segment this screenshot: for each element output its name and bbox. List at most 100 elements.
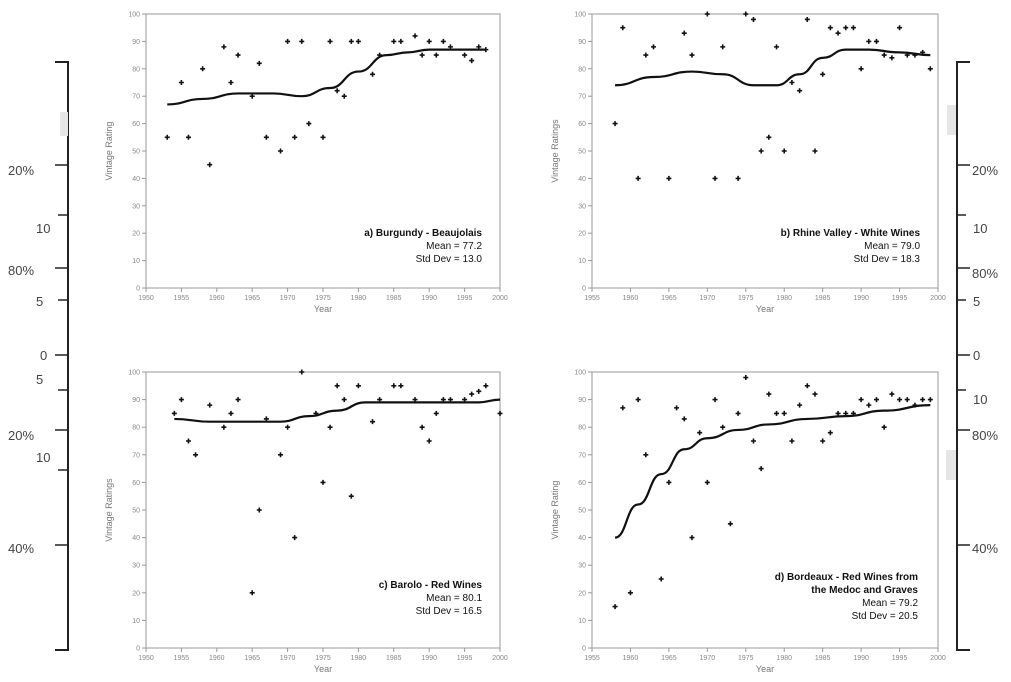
data-point [228,80,234,85]
panel-title: a) Burgundy - Beaujolais [364,228,482,239]
y-tick-label: 0 [136,646,140,653]
y-axis-title: Vintage Rating [550,481,560,540]
data-point [674,405,680,411]
x-tick-label: 1955 [174,655,190,662]
y-tick-label: 60 [578,480,586,487]
y-tick-label: 100 [128,12,140,19]
y-tick-label: 30 [578,203,586,210]
data-point [681,416,687,422]
right-margin-scale: 20% 10 80% 5 0 10 80% 40% [946,61,998,651]
data-point [355,383,361,389]
data-point [285,424,291,430]
panel-title: the Medoc and Graves [811,585,918,596]
x-tick-label: 2000 [492,655,508,662]
y-tick-label: 100 [574,12,586,19]
data-point [398,383,404,389]
data-point [927,397,933,403]
panel-stat: Std Dev = 18.3 [854,254,921,265]
data-point [292,134,298,140]
trend-line [174,398,501,423]
data-point [881,424,887,430]
y-tick-label: 70 [132,452,140,459]
y-tick-label: 90 [578,39,586,46]
x-tick-label: 1985 [386,295,402,302]
data-point [193,452,199,458]
panel-2: 1950 1955 1960 1965 1970 1975 1980 1985 1990 1995… [104,369,508,674]
x-tick-label: 1995 [457,295,473,302]
data-point [207,162,213,168]
data-point [370,419,376,425]
data-point [743,375,749,381]
y-axis-title: Vintage Ratings [104,478,114,542]
right-label-7: 40% [972,541,998,556]
data-point [789,438,795,444]
x-tick-label: 1965 [661,655,677,662]
left-label-4: 0 [40,348,47,363]
data-point [620,405,626,411]
data-point [920,397,926,403]
x-tick-label: 1990 [421,295,437,302]
data-point [927,66,933,72]
trend-line [615,48,931,87]
data-point [497,410,503,416]
x-tick-label: 1975 [738,295,754,302]
y-tick-label: 50 [578,508,586,515]
y-tick-label: 20 [132,231,140,238]
data-point [221,424,227,430]
left-label-5: 5 [36,372,43,387]
y-tick-label: 70 [132,94,140,101]
data-point [812,148,818,154]
data-point [398,38,404,44]
panel-title: c) Barolo - Red Wines [379,580,483,591]
x-tick-label: 1960 [623,655,639,662]
x-tick-label: 1980 [776,295,792,302]
data-point [750,438,756,444]
x-tick-label: 1975 [738,655,754,662]
y-tick-label: 90 [132,39,140,46]
data-point [712,175,718,181]
data-point [704,479,710,485]
right-label-3: 5 [973,294,980,309]
data-point [249,590,255,596]
data-point [433,52,439,58]
data-point [348,493,354,499]
y-axis-title: Vintage Ratings [550,119,560,183]
data-point [412,33,418,39]
panel-stat: Mean = 77.2 [426,241,482,252]
data-point [334,383,340,389]
data-point [469,391,475,397]
x-tick-label: 1975 [315,295,331,302]
data-point [612,121,618,127]
x-tick-label: 1995 [457,655,473,662]
data-point [774,410,780,416]
data-point [635,397,641,403]
trend-line [614,404,931,539]
panel-3: 1955 1960 1965 1970 1975 1980 1985 1990 1995 2000… [550,370,946,675]
data-point [820,71,826,77]
data-point [228,410,234,416]
data-point [327,424,333,430]
data-point [256,507,262,513]
data-point [781,148,787,154]
data-point [178,397,184,403]
data-point [743,11,749,17]
plot-frame [145,13,501,289]
x-tick-label: 1995 [892,655,908,662]
data-point [750,16,756,22]
data-point [704,11,710,17]
data-point [812,391,818,397]
y-tick-label: 40 [132,535,140,542]
panel-stat: Mean = 79.0 [864,241,920,252]
data-point [419,52,425,58]
right-label-5: 10 [973,392,987,407]
x-tick-label: 1990 [421,655,437,662]
data-point [897,25,903,31]
x-tick-label: 1950 [138,655,154,662]
trend-line [167,48,486,106]
x-tick-label: 1955 [584,295,600,302]
data-point [651,44,657,50]
x-axis-title: Year [314,304,332,314]
data-point [789,80,795,85]
x-tick-label: 1970 [700,295,716,302]
